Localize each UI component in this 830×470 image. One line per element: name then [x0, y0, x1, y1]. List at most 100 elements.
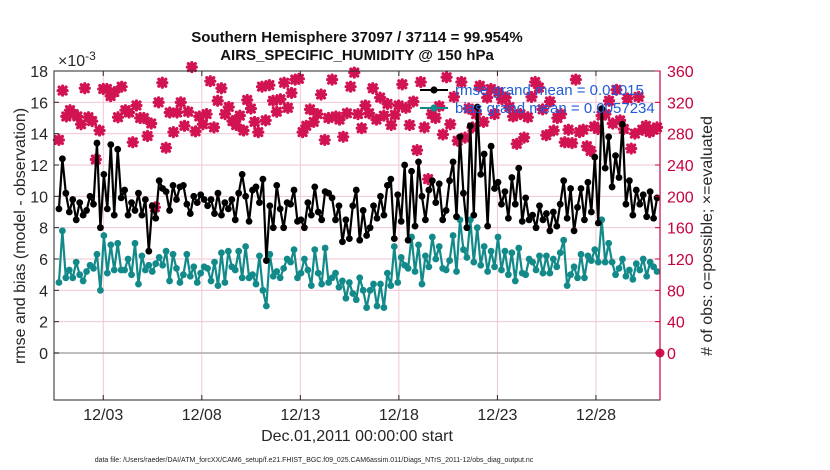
obs-evaluated-marker	[403, 118, 416, 132]
bias-point	[107, 241, 115, 249]
y-tick-right-label: 360	[667, 64, 694, 81]
rmse-point	[622, 200, 630, 208]
bias-point	[110, 266, 118, 274]
bias-point	[442, 266, 450, 274]
bias-point	[428, 233, 436, 241]
rmse-point	[290, 186, 298, 194]
bias-point	[332, 269, 339, 277]
rmse-point	[411, 222, 419, 230]
obs-evaluated-marker	[359, 99, 372, 112]
bias-point	[193, 279, 201, 286]
rmse-point	[466, 122, 474, 130]
y-tick-right-label: 200	[667, 189, 694, 206]
obs-evaluated-marker	[540, 129, 553, 142]
bias-point	[259, 286, 267, 294]
rmse-point	[549, 208, 557, 216]
y-tick-left-label: 8	[39, 221, 48, 238]
rmse-point	[110, 211, 118, 219]
rmse-point	[432, 199, 440, 207]
bias-point	[612, 271, 619, 279]
rmse-point	[328, 194, 336, 202]
bias-point	[625, 266, 633, 274]
rmse-point	[190, 192, 198, 200]
bias-point	[148, 268, 156, 275]
rmse-point	[601, 164, 609, 172]
rmse-point	[276, 205, 284, 213]
rmse-point	[536, 202, 543, 210]
bias-point	[404, 265, 412, 272]
bias-point	[218, 249, 225, 257]
bias-point	[103, 269, 111, 277]
bias-point	[511, 277, 519, 285]
obs-evaluated-marker	[407, 95, 420, 108]
rmse-point	[90, 200, 97, 208]
bias-point	[484, 268, 492, 275]
rmse-point	[560, 177, 568, 185]
obs-evaluated-marker	[458, 131, 472, 144]
obs-evaluated-marker	[462, 102, 475, 115]
rmse-point	[390, 235, 398, 243]
rmse-point	[511, 200, 519, 208]
bias-point	[100, 232, 108, 239]
obs-evaluated-marker	[399, 101, 413, 114]
bias-point	[536, 252, 543, 260]
rmse-point	[650, 214, 657, 222]
rmse-point	[131, 207, 139, 214]
bias-point	[276, 274, 284, 282]
rmse-line	[57, 105, 659, 262]
x-tick-label: 12/23	[477, 407, 517, 424]
obs-evaluated-marker	[514, 107, 527, 121]
rmse-point	[570, 227, 578, 235]
rmse-point	[553, 222, 561, 230]
bias-point	[632, 260, 640, 268]
bias-point	[90, 265, 97, 272]
obs-evaluated-marker	[108, 86, 121, 99]
legend-bias-text: bias grand mean = 0.0057234	[455, 100, 655, 117]
y-tick-left-label: 6	[39, 252, 48, 269]
rmse-point	[415, 158, 422, 166]
rmse-point	[563, 214, 571, 222]
rmse-point	[539, 216, 547, 224]
bias-point	[214, 282, 222, 290]
bias-point	[390, 243, 398, 250]
rmse-point	[183, 200, 191, 208]
y-tick-left-label: 4	[39, 283, 48, 300]
obs-evaluated-marker	[270, 105, 283, 118]
rmse-point	[238, 171, 246, 178]
rmse-point	[480, 150, 488, 158]
y-axis-left-label: rmse and bias (model - observation)	[12, 108, 29, 364]
obs-evaluated-marker	[122, 106, 136, 119]
bias-point	[76, 271, 84, 279]
obs-evaluated-marker	[111, 111, 125, 124]
legend-rmse-marker	[430, 86, 438, 94]
obs-evaluated-marker	[392, 99, 405, 112]
rmse-point	[643, 213, 651, 221]
rmse-point	[529, 211, 536, 219]
rmse-point	[65, 208, 73, 216]
x-tick-label: 12/03	[83, 407, 123, 424]
obs-evaluated-marker	[141, 129, 154, 143]
obs-evaluated-marker	[93, 124, 106, 137]
bias-point	[487, 247, 495, 255]
rmse-point	[428, 177, 436, 185]
bias-point	[93, 250, 101, 258]
obs-evaluated-marker	[599, 107, 612, 121]
rmse-point	[242, 192, 250, 200]
rmse-point	[460, 189, 467, 197]
obs-evaluated-marker	[503, 100, 516, 114]
rmse-point	[363, 232, 371, 239]
legend: rmse grand mean = 0.01015 bias grand mea…	[420, 82, 655, 117]
bias-point	[553, 263, 561, 271]
obs-evaluated-marker	[639, 119, 653, 132]
bias-point	[463, 254, 471, 261]
bias-point	[287, 258, 294, 266]
bias-point	[145, 261, 153, 269]
rmse-point	[218, 211, 225, 219]
rmse-point	[522, 194, 530, 202]
bias-point	[72, 258, 80, 266]
rmse-point	[339, 238, 346, 246]
rmse-point	[491, 185, 498, 192]
rmse-point	[235, 189, 243, 197]
rmse-point	[632, 186, 640, 194]
